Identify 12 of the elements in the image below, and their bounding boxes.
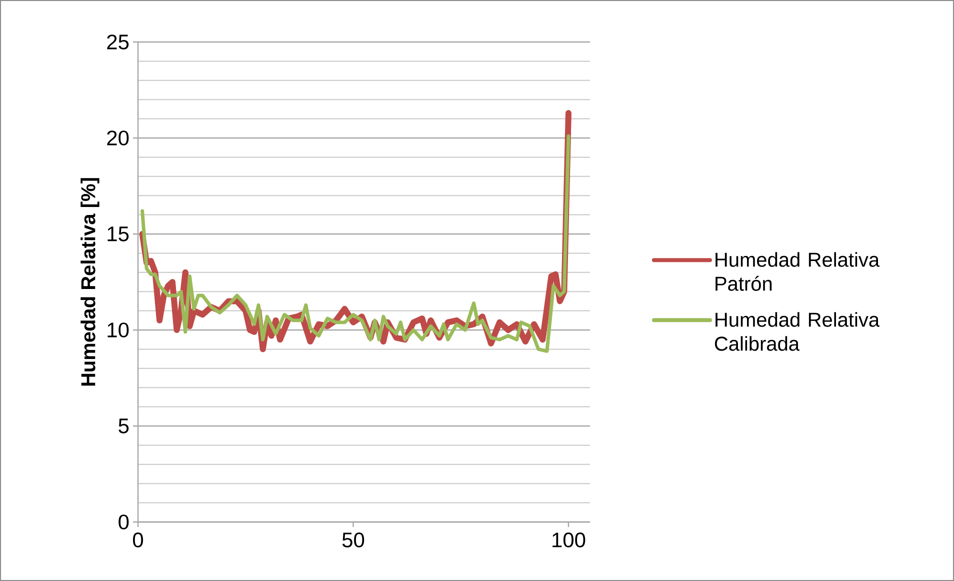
y-tick-label: 20: [107, 130, 129, 146]
y-tick-label: 0: [118, 514, 129, 530]
legend-label: Humedad Relativa Patrón: [716, 252, 880, 291]
legend-label: Humedad Relativa Calibrada: [714, 312, 880, 351]
x-tick-label: 50: [342, 532, 364, 548]
y-tick-label: 15: [108, 226, 129, 242]
x-tick-label: 100: [552, 532, 586, 548]
y-tick-label: 25: [107, 34, 129, 50]
y-tick-label: 5: [118, 418, 129, 434]
y-tick-label: 10: [108, 322, 129, 338]
y-axis-title: Humedad Relativa [%]: [80, 178, 100, 386]
x-tick-label: 0: [132, 532, 144, 548]
